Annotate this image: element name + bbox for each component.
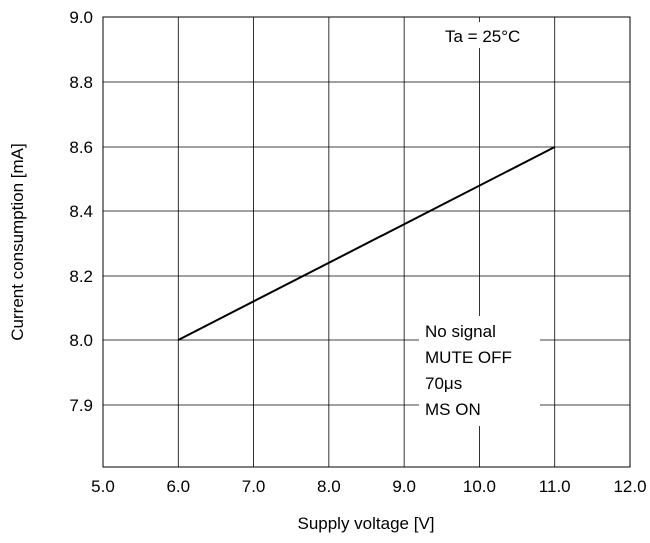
temperature-annotation: Ta = 25°C — [445, 27, 520, 46]
x-tick-label: 12.0 — [613, 477, 646, 496]
x-tick-label: 11.0 — [539, 477, 571, 496]
x-tick-label: 9.0 — [392, 477, 416, 496]
x-tick-label: 6.0 — [166, 477, 190, 496]
series-group — [177, 146, 556, 341]
x-tick-label: 7.0 — [242, 477, 266, 496]
x-tick-labels: 5.0 6.0 7.0 8.0 9.0 10.0 11.0 12.0 — [91, 477, 646, 496]
y-tick-label: 8.6 — [69, 138, 93, 157]
x-axis-label: Supply voltage [V] — [297, 514, 434, 533]
condition-line-2: MUTE OFF — [425, 348, 512, 367]
plot-frame — [102, 16, 631, 468]
condition-line-3: 70μs — [425, 374, 462, 393]
temperature-annotation-bg — [439, 22, 550, 48]
condition-line-1: No signal — [425, 322, 496, 341]
x-tick-label: 8.0 — [317, 477, 341, 496]
y-axis-label: Current consumption [mA] — [8, 143, 27, 340]
condition-line-4: MS ON — [425, 400, 481, 419]
y-tick-label: 9.0 — [69, 8, 93, 27]
y-tick-labels: 9.0 8.8 8.6 8.4 8.2 8.0 7.9 — [69, 8, 93, 415]
y-tick-label: 8.4 — [69, 202, 93, 221]
y-tick-label: 8.8 — [69, 73, 93, 92]
x-tick-label: 10.0 — [463, 477, 496, 496]
y-tick-label: 8.0 — [69, 331, 93, 350]
series-line — [177, 146, 556, 341]
y-tick-label: 8.2 — [69, 267, 93, 286]
x-tick-label: 5.0 — [91, 477, 115, 496]
y-tick-label: 7.9 — [69, 396, 93, 415]
grid-lines — [103, 17, 630, 467]
conditions-annotation-bg — [419, 316, 540, 426]
